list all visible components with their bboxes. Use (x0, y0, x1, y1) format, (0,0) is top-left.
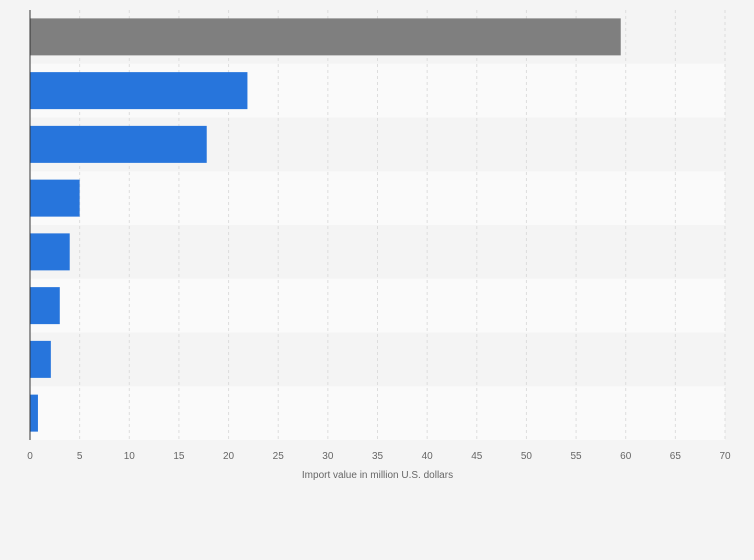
x-tick-label: 70 (719, 451, 731, 462)
x-tick-label: 5 (77, 451, 83, 462)
bar[interactable] (30, 125, 207, 163)
x-tick-label: 55 (571, 451, 583, 462)
x-tick-label: 45 (471, 451, 483, 462)
x-tick-labels: 0 5 10 15 20 25 30 35 40 45 50 55 60 65 70 (27, 451, 731, 462)
bar[interactable] (30, 394, 38, 432)
x-tick-label: 35 (372, 451, 384, 462)
x-tick-label: 30 (322, 451, 334, 462)
bar[interactable] (30, 18, 621, 56)
bar[interactable] (30, 287, 60, 325)
x-tick-label: 65 (670, 451, 682, 462)
x-tick-label: 0 (27, 451, 33, 462)
bars (30, 18, 621, 432)
bar[interactable] (30, 233, 70, 271)
x-tick-label: 60 (620, 451, 632, 462)
x-tick-label: 25 (273, 451, 285, 462)
bar[interactable] (30, 72, 248, 110)
bar[interactable] (30, 179, 80, 217)
x-tick-label: 20 (223, 451, 235, 462)
x-axis-title: Import value in million U.S. dollars (302, 470, 453, 481)
x-tick-label: 15 (173, 451, 185, 462)
x-tick-label: 50 (521, 451, 533, 462)
x-tick-label: 40 (422, 451, 434, 462)
x-tick-label: 10 (124, 451, 136, 462)
bar[interactable] (30, 340, 51, 378)
